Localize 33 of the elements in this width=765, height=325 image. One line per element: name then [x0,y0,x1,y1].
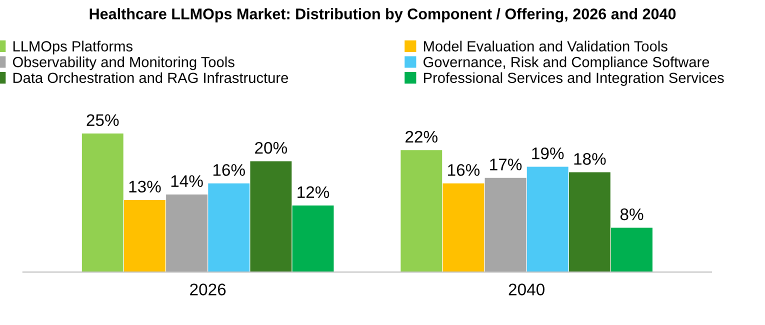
data-label: 13% [129,180,161,193]
data-label: 16% [448,164,480,176]
bar [484,178,526,272]
bar [82,134,124,272]
data-label: 17% [490,158,522,170]
data-label: 18% [574,153,606,165]
bar [250,161,292,272]
legend-label: Data Orchestration and RAG Infrastructure [13,72,288,84]
data-label: 20% [255,142,288,154]
legend-label: Governance, Risk and Compliance Software [424,56,710,70]
bar [400,150,442,272]
bar [568,172,610,272]
data-label: 22% [406,130,438,143]
data-label: 25% [86,114,119,126]
bar [208,183,250,272]
bar [292,206,334,272]
legend-label: Professional Services and Integration Services [424,72,724,86]
bar [526,166,568,272]
data-label: 14% [171,175,203,187]
data-label: 8% [620,208,644,220]
data-label: 12% [298,186,330,198]
bar [611,228,652,272]
bar [124,200,166,272]
x-tick-label: 2026 [190,284,226,296]
data-label: 19% [532,147,564,160]
legend-label: Observability and Monitoring Tools [12,56,234,70]
bar [166,194,208,272]
x-tick-label: 2040 [508,284,544,296]
chart-title: Healthcare LLMOps Market: Distribution by Component / Offering, 2026 and 2040 [90,8,676,22]
bar [442,183,484,272]
legend-label: LLMOps Platforms [13,40,132,54]
data-label: 16% [213,164,245,176]
legend-label: Model Evaluation and Validation Tools [424,40,668,52]
